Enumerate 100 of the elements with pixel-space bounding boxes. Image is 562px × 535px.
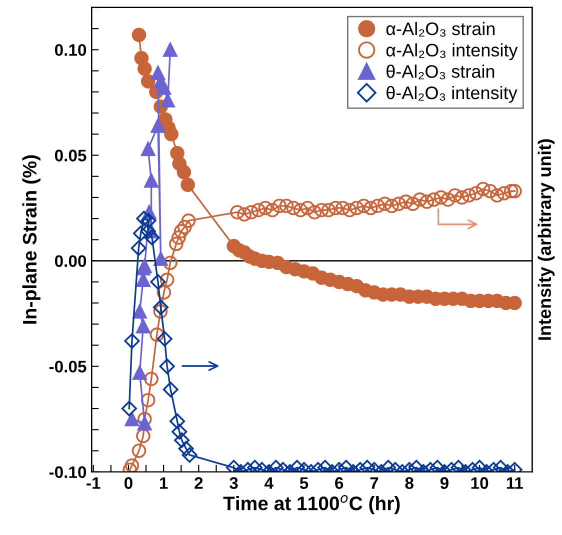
y-tick-label: -0.10: [49, 466, 86, 478]
point: [124, 412, 140, 426]
y-tick-label: 0.05: [54, 150, 86, 162]
point: [156, 331, 172, 347]
point: [153, 304, 168, 319]
x-tick-label: 4: [264, 477, 274, 489]
point: [468, 186, 484, 200]
point: [364, 200, 378, 216]
x-tick-label: 9: [440, 477, 448, 489]
point: [482, 184, 498, 198]
point: [272, 198, 287, 214]
point: [181, 214, 196, 228]
point: [176, 164, 192, 180]
y2-axis-title: Intensity (arbitrary unit): [538, 139, 555, 340]
point: [476, 182, 490, 196]
point: [150, 118, 166, 133]
x-tick-label: 7: [370, 477, 378, 489]
point: [140, 212, 156, 228]
point: [286, 200, 301, 216]
point: [350, 200, 364, 216]
point: [392, 196, 406, 211]
x-tick-label: 0: [124, 477, 132, 489]
point: [159, 358, 175, 374]
x-tick-label: 8: [405, 477, 414, 489]
legend-label: α-Al₂O₃ strain: [386, 22, 495, 37]
point: [454, 190, 470, 205]
point: [406, 196, 420, 211]
point: [182, 447, 198, 463]
point: [140, 392, 156, 408]
point: [140, 223, 156, 240]
point: [140, 74, 156, 89]
x-tick-label: 1: [160, 477, 168, 489]
point: [124, 333, 140, 349]
point: [154, 252, 168, 266]
point: [137, 412, 152, 426]
point: [251, 202, 266, 218]
point: [144, 173, 158, 188]
y-tick-label: -0.05: [49, 360, 86, 373]
point: [150, 328, 164, 342]
point: [508, 184, 522, 198]
point: [162, 382, 178, 398]
point: [335, 200, 350, 216]
point: [244, 205, 259, 220]
point: [156, 285, 172, 300]
point: [137, 416, 152, 430]
x-tick-label: 5: [300, 477, 308, 489]
point: [150, 274, 166, 290]
x-tick-label: 6: [335, 477, 344, 489]
point: [124, 458, 140, 472]
point: [144, 230, 160, 246]
point: [378, 196, 392, 211]
point: [490, 188, 504, 203]
point: [398, 194, 413, 209]
point: [132, 28, 146, 42]
point: [163, 42, 178, 57]
point: [172, 424, 188, 440]
point: [160, 272, 174, 287]
legend-label: θ-Al₂O₃ intensity: [386, 86, 518, 103]
point: [174, 432, 190, 448]
point: [293, 202, 308, 218]
legend-label: θ-Al₂O₃ strain: [386, 64, 494, 80]
point: [132, 444, 146, 458]
point: [230, 205, 244, 220]
y-tick-label: 0.10: [54, 44, 86, 56]
x-tick-label: -1: [86, 477, 100, 489]
point: [237, 207, 252, 222]
y-tick-label: 0.00: [54, 255, 86, 267]
legend-label: α-Al₂O₃ intensity: [386, 43, 518, 60]
point: [136, 428, 150, 444]
x-tick-label: 10: [471, 477, 488, 489]
point: [169, 413, 186, 429]
point: [178, 440, 194, 456]
point: [370, 198, 385, 214]
point: [328, 200, 343, 216]
point: [426, 192, 442, 207]
point: [132, 226, 149, 242]
point: [121, 400, 137, 416]
point: [314, 202, 329, 218]
point: [144, 372, 158, 386]
point: [342, 202, 357, 218]
point: [279, 198, 294, 214]
point: [258, 200, 273, 216]
point: [300, 200, 315, 216]
point: [180, 178, 195, 192]
point: [420, 194, 434, 209]
point: [504, 184, 518, 198]
x-tick-label: 3: [230, 477, 238, 489]
x-tick-label: 2: [194, 477, 203, 489]
x-axis-title: Time at 1100$^{o}$C (hr): [223, 495, 400, 514]
point: [140, 142, 156, 156]
point: [356, 198, 371, 214]
point: [412, 192, 428, 207]
point: [136, 319, 150, 334]
point: [384, 198, 399, 214]
point: [177, 220, 192, 234]
point: [440, 192, 456, 207]
point: [448, 188, 462, 203]
point: [434, 190, 448, 205]
point: [136, 210, 152, 226]
point: [164, 126, 178, 142]
